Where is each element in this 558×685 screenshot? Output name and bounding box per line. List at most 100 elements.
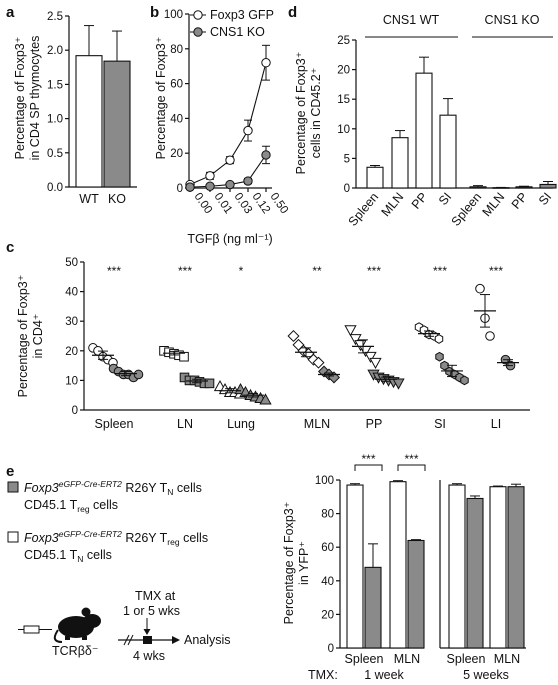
legend-e-2-line1: Foxp3eGFP-Cre-ERT2 R26Y Treg cells	[24, 529, 208, 547]
chart-b: 0 20 40 60 80 100 Percentage of Foxp3⁺ 0.000.01…	[154, 8, 290, 246]
d-x-tick-label: Spleen	[346, 190, 382, 229]
e-bar-grey	[407, 539, 425, 649]
b-y-tick-label: 100	[164, 9, 183, 21]
c-point	[475, 283, 485, 294]
c-significance: ***	[489, 264, 503, 278]
d-y-label: Percentage of Foxp3⁺cells in CD45.2⁺	[294, 52, 323, 175]
legend-e-2-line2: CD45.1 TN cells	[24, 548, 112, 564]
c-point	[392, 378, 405, 390]
c-y-tick-label: 50	[65, 257, 78, 269]
analysis-label: Analysis	[184, 633, 231, 647]
c-significance: *	[239, 264, 244, 278]
a-y-tick-label: 1.5	[47, 79, 63, 91]
c-point	[364, 351, 377, 364]
chart-e: 0 20 40 60 80 100 Percentage of Foxp3⁺in YFP⁺ S…	[282, 452, 526, 682]
c-y-label: Percentage of Foxp3⁺in CD4⁺	[16, 275, 45, 398]
e-y-label: Percentage of Foxp3⁺in YFP⁺	[282, 502, 311, 625]
b-x-tick-label: 0.00	[192, 191, 215, 216]
timeline	[118, 634, 180, 646]
c-point	[434, 334, 444, 344]
c-y-tick-label: 0	[72, 405, 78, 417]
d-bar	[366, 166, 384, 189]
a-bar	[75, 55, 103, 188]
b-point	[261, 58, 271, 68]
c-point	[317, 365, 331, 378]
d-bar	[469, 186, 487, 189]
b-point	[243, 176, 253, 186]
d-x-tick-label: SI	[536, 190, 554, 208]
d-bar	[415, 72, 433, 189]
c-point	[179, 351, 189, 362]
d-y-tick-label: 5	[344, 153, 350, 165]
e-x-tick-label: Spleen	[345, 652, 384, 666]
c-x-tick-label: LI	[491, 417, 501, 431]
c-point	[259, 393, 272, 405]
syringe-icon	[18, 625, 52, 634]
e-bar-white	[489, 486, 507, 649]
b-legend-marker	[193, 10, 203, 20]
c-point	[485, 331, 495, 341]
c-y-tick-label: 20	[65, 346, 78, 358]
duration-label: 4 wks	[133, 649, 165, 663]
e-y-tick-label: 80	[321, 509, 334, 521]
c-point	[440, 360, 449, 371]
e-time-label: 1 week	[364, 668, 404, 682]
b-y-tick-label: 20	[170, 148, 183, 160]
d-x-tick-label: PP	[409, 190, 430, 212]
b-x-tick-label: 0.50	[268, 191, 291, 216]
d-x-tick-label: SI	[436, 190, 454, 208]
b-y-label: Percentage of Foxp3⁺	[154, 37, 168, 160]
b-x-label: TGFβ (ng ml⁻¹)	[187, 232, 272, 246]
e-y-tick-label: 60	[321, 542, 334, 554]
b-point	[243, 125, 253, 136]
d-bar	[539, 183, 557, 189]
a-y-tick-label: 0.5	[47, 148, 63, 160]
d-bar	[391, 137, 409, 189]
b-x-tick-label: 0.01	[212, 191, 235, 216]
panel-label-c: c	[6, 239, 14, 256]
a-y-tick-label: 2.5	[47, 11, 63, 23]
b-point	[225, 179, 235, 190]
c-x-tick-label: MLN	[304, 417, 330, 431]
e-sig-bracket	[397, 464, 426, 471]
panel-label-d: d	[288, 4, 297, 21]
panel-label-b: b	[150, 4, 159, 21]
b-legend-label: CNS1 KO	[210, 25, 265, 39]
tmx-at-label: TMX at	[135, 589, 176, 603]
e-tmx-label: TMX:	[308, 668, 338, 682]
e-sig-bracket	[354, 464, 383, 471]
c-significance: ***	[367, 264, 381, 278]
a-y-tick-label: 1.0	[47, 114, 63, 126]
c-significance: ***	[107, 264, 121, 278]
b-point	[185, 182, 195, 192]
b-series-line	[189, 62, 267, 186]
c-y-tick-label: 30	[65, 316, 78, 328]
b-x-tick-label: 0.03	[232, 191, 255, 216]
panel-e-legend: Foxp3eGFP-Cre-ERT2 R26Y TN cells CD45.1 …	[7, 479, 231, 663]
c-x-tick-label: LN	[177, 417, 193, 431]
a-bar	[103, 60, 131, 188]
chart-a: 0.0 0.5 1.0 1.5 2.0 2.5 Percentage of Foxp3⁺in…	[13, 11, 137, 206]
legend-swatch-white	[7, 531, 19, 543]
d-y-tick-label: 10	[337, 124, 350, 136]
d-group-label: CNS1 WT	[383, 13, 440, 27]
b-legend-label: Foxp3 GFP	[210, 8, 274, 22]
c-point	[344, 325, 357, 337]
b-x-tick-label: 0.12	[250, 191, 273, 216]
e-time-label: 5 weeks	[463, 668, 509, 682]
a-y-label: Percentage of Foxp3⁺in CD4 SP thymocytes	[13, 36, 42, 161]
mouse-label: TCRβδ⁻	[52, 644, 98, 658]
b-y-tick-label: 40	[170, 113, 183, 125]
e-x-tick-label: MLN	[394, 652, 420, 666]
b-point	[261, 150, 271, 160]
e-bar-white	[448, 484, 466, 649]
c-point	[369, 357, 382, 369]
tmx-arrowhead	[143, 629, 151, 635]
e-y-tick-label: 20	[321, 609, 334, 621]
d-group-label: CNS1 KO	[485, 13, 540, 27]
e-x-tick-label: MLN	[494, 652, 520, 666]
d-x-tick-label: PP	[509, 190, 530, 212]
b-y-tick-label: 60	[170, 79, 183, 91]
